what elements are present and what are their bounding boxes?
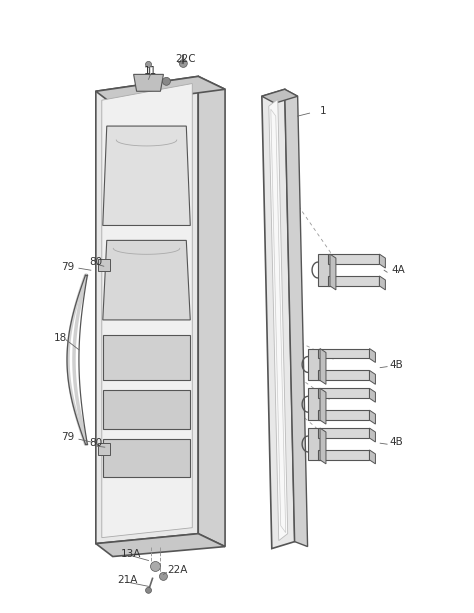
Polygon shape — [269, 99, 288, 541]
Text: 4B: 4B — [389, 360, 403, 370]
Polygon shape — [308, 388, 320, 420]
Polygon shape — [96, 534, 225, 557]
Circle shape — [146, 587, 152, 593]
Polygon shape — [318, 349, 369, 359]
Circle shape — [163, 77, 170, 85]
Polygon shape — [103, 440, 190, 477]
Polygon shape — [262, 89, 295, 549]
Circle shape — [179, 59, 187, 67]
Polygon shape — [318, 450, 369, 460]
Polygon shape — [318, 428, 369, 438]
Polygon shape — [96, 77, 225, 104]
Text: 21A: 21A — [118, 576, 138, 585]
Text: 1: 1 — [319, 106, 326, 116]
Polygon shape — [320, 428, 326, 464]
Polygon shape — [308, 349, 320, 380]
Circle shape — [146, 61, 152, 67]
Text: 80: 80 — [89, 257, 102, 267]
Polygon shape — [103, 335, 190, 379]
Text: 79: 79 — [61, 432, 74, 442]
Text: 18: 18 — [54, 333, 67, 343]
Polygon shape — [369, 428, 375, 442]
Polygon shape — [328, 276, 379, 286]
Polygon shape — [98, 259, 110, 271]
Text: 79: 79 — [61, 262, 74, 272]
Polygon shape — [103, 389, 190, 429]
Polygon shape — [285, 89, 308, 547]
Polygon shape — [369, 450, 375, 464]
Polygon shape — [318, 410, 369, 420]
Text: 4A: 4A — [391, 265, 405, 275]
Circle shape — [151, 562, 161, 571]
Text: 22C: 22C — [175, 55, 196, 64]
Polygon shape — [102, 83, 192, 538]
Polygon shape — [320, 388, 326, 424]
Circle shape — [159, 573, 167, 581]
Polygon shape — [318, 370, 369, 380]
Polygon shape — [271, 109, 286, 533]
Polygon shape — [96, 77, 198, 544]
Polygon shape — [320, 349, 326, 384]
Polygon shape — [98, 443, 110, 455]
Polygon shape — [379, 276, 385, 290]
Polygon shape — [198, 77, 225, 547]
Polygon shape — [308, 428, 320, 460]
Polygon shape — [103, 240, 190, 320]
Text: 22A: 22A — [167, 565, 188, 576]
Polygon shape — [328, 254, 379, 264]
Polygon shape — [330, 254, 336, 290]
Text: 4B: 4B — [389, 437, 403, 447]
Text: 11: 11 — [144, 66, 157, 77]
Polygon shape — [369, 349, 375, 362]
Polygon shape — [103, 126, 190, 226]
Polygon shape — [369, 410, 375, 424]
Polygon shape — [134, 74, 164, 91]
Polygon shape — [318, 254, 330, 286]
Text: 80: 80 — [89, 438, 102, 448]
Polygon shape — [262, 89, 298, 103]
Polygon shape — [379, 254, 385, 268]
Polygon shape — [369, 370, 375, 384]
Text: 13A: 13A — [121, 549, 141, 558]
Polygon shape — [369, 388, 375, 402]
Polygon shape — [318, 388, 369, 398]
